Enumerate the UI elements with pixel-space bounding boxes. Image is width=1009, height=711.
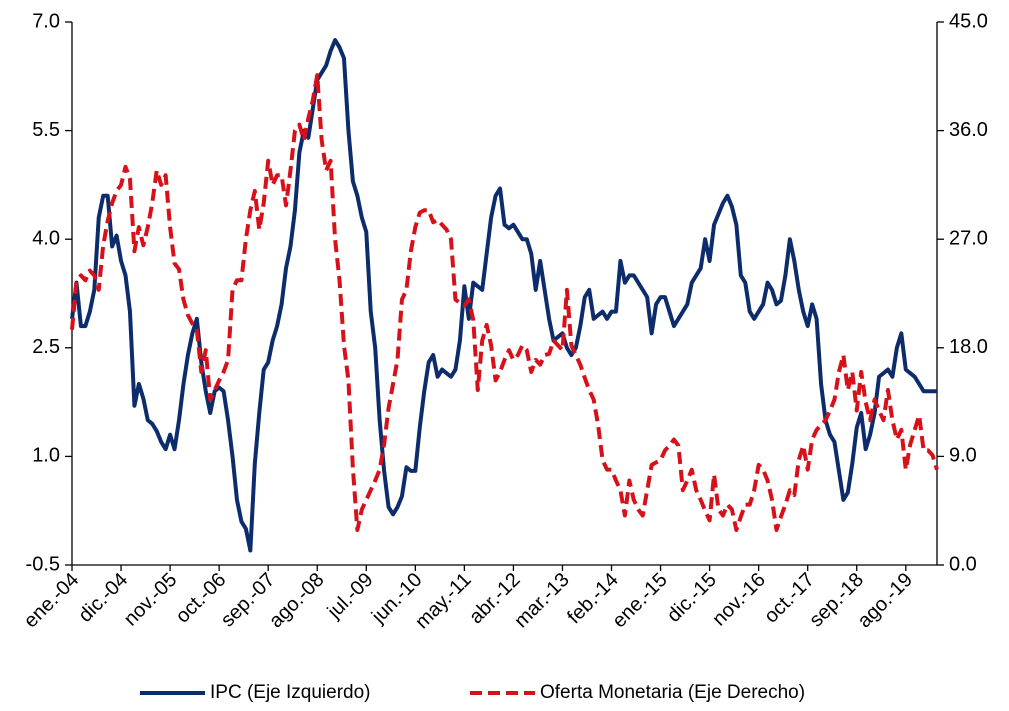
x-tick-label: jul.-09 xyxy=(323,569,378,624)
y-tick-label: 4.0 xyxy=(32,227,60,249)
y-tick-label: 7.0 xyxy=(32,10,60,32)
x-tick-label: mar.-13 xyxy=(510,569,574,633)
y2-tick-label: 45.0 xyxy=(949,10,988,32)
legend-label: Oferta Monetaria (Eje Derecho) xyxy=(540,682,805,703)
x-tick-label: ene.-04 xyxy=(20,569,84,633)
y2-tick-label: 18.0 xyxy=(949,336,988,358)
y2-tick-label: 9.0 xyxy=(949,445,977,467)
x-tick-label: nov.-16 xyxy=(708,569,770,631)
series-line xyxy=(70,38,937,553)
x-tick-label: nov.-05 xyxy=(120,569,182,631)
y-tick-label: 1.0 xyxy=(32,445,60,467)
y2-tick-label: 36.0 xyxy=(949,119,988,141)
x-tick-label: ene.-15 xyxy=(608,569,672,633)
legend-label: IPC (Eje Izquierdo) xyxy=(210,682,371,703)
y-tick-label: 5.5 xyxy=(32,119,60,141)
series-line xyxy=(70,73,939,533)
x-tick-label: may.-11 xyxy=(411,569,476,634)
y2-tick-label: 0.0 xyxy=(949,553,977,575)
y-tick-label: 2.5 xyxy=(32,336,60,358)
y2-tick-label: 27.0 xyxy=(949,227,988,249)
x-tick-label: ago.-19 xyxy=(854,569,918,633)
x-tick-label: ago.-08 xyxy=(265,569,329,633)
y-tick-label: -0.5 xyxy=(26,553,60,575)
